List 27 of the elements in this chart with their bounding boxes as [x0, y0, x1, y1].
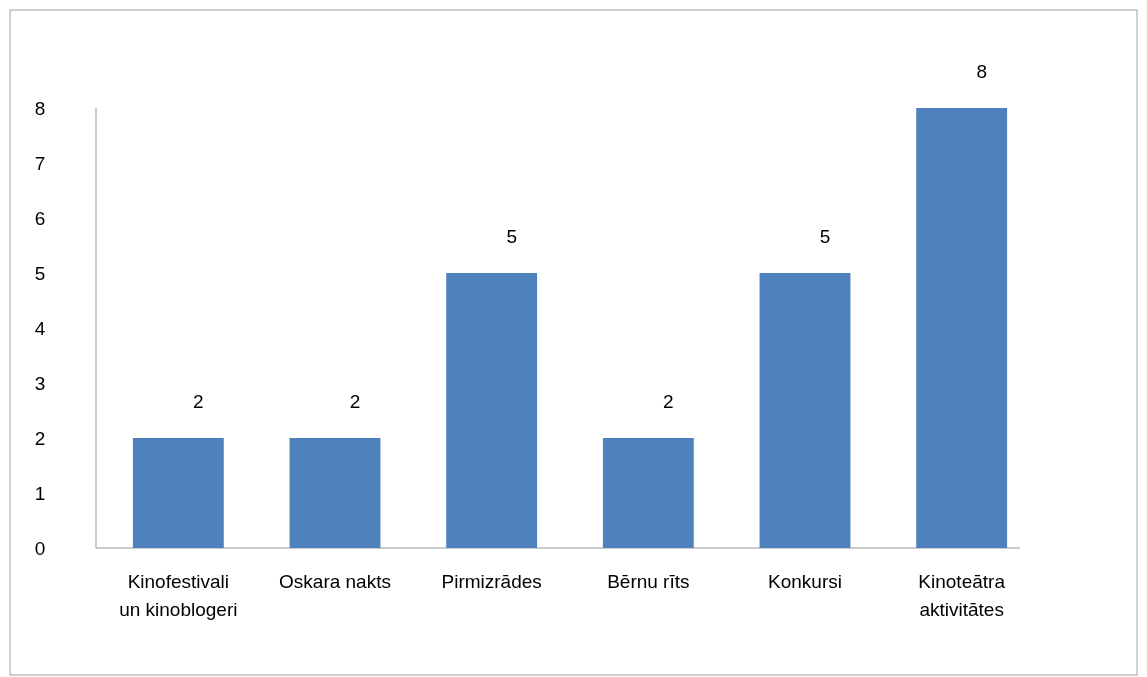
data-label: 2	[193, 391, 204, 412]
data-label: 2	[663, 391, 674, 412]
y-tick-label: 6	[34, 207, 46, 229]
y-tick-label: 2	[34, 427, 46, 449]
bar	[132, 438, 224, 548]
data-label: 2	[349, 391, 361, 412]
x-tick-label: Kinoteātra aktivitātes	[918, 571, 1006, 620]
y-tick-label: 3	[34, 372, 46, 394]
data-label: 8	[976, 61, 987, 82]
y-tick-label: 8	[34, 97, 46, 119]
y-tick-label: 0	[34, 537, 46, 559]
y-tick-label: 7	[34, 152, 46, 174]
data-label: 5	[506, 226, 517, 247]
bar	[602, 438, 694, 548]
x-tick-label: Pirmizrādes	[441, 571, 542, 592]
bar	[446, 273, 538, 548]
x-tick-label: Kinofestivali un kinoblogeri	[119, 571, 238, 620]
y-tick-label: 4	[34, 317, 46, 339]
bar	[759, 273, 851, 548]
y-tick-label: 5	[34, 262, 46, 284]
y-tick-label: 1	[34, 482, 46, 504]
x-tick-label: Konkursi	[768, 571, 842, 592]
data-label: 5	[819, 226, 831, 247]
bar	[916, 108, 1008, 548]
bar	[289, 438, 381, 548]
x-tick-label: Bērnu rīts	[607, 571, 690, 592]
x-tick-label: Oskara nakts	[279, 571, 391, 592]
